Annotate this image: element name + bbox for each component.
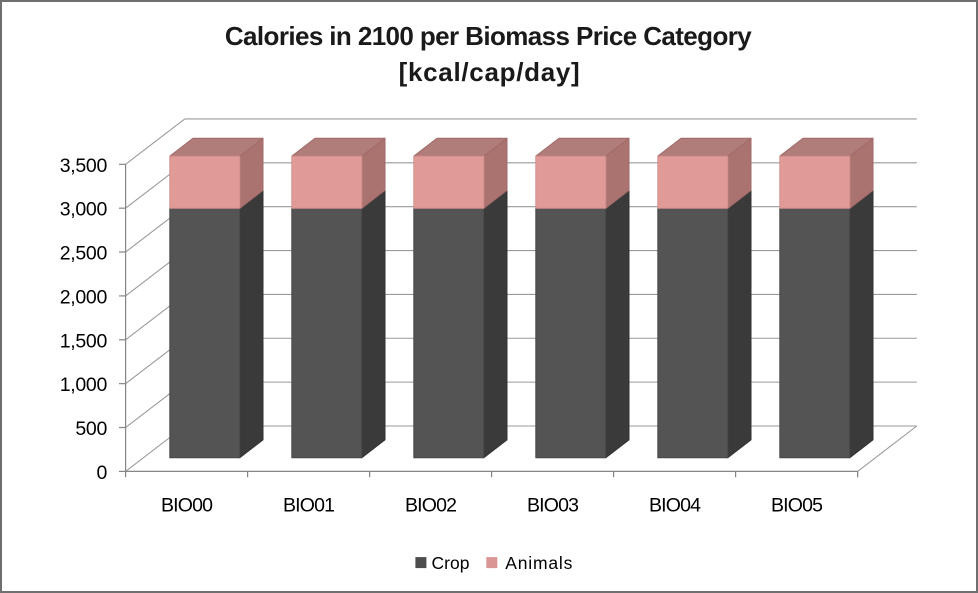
svg-text:2,500: 2,500 [60,243,108,265]
svg-text:3,000: 3,000 [60,199,108,221]
svg-text:Animals: Animals [505,553,573,573]
svg-text:BIO00: BIO00 [161,494,213,516]
svg-text:1,500: 1,500 [60,330,108,352]
svg-text:0: 0 [96,462,107,484]
svg-text:3,500: 3,500 [60,155,108,177]
svg-text:BIO05: BIO05 [771,494,823,516]
svg-text:Calories in 2100 per Biomass P: Calories in 2100 per Biomass Price Categ… [225,21,752,51]
svg-text:1,000: 1,000 [60,374,108,396]
svg-text:BIO02: BIO02 [405,494,456,516]
svg-text:BIO03: BIO03 [527,494,578,516]
svg-text:2,000: 2,000 [60,286,108,308]
svg-text:500: 500 [75,418,107,440]
svg-text:[kcal/cap/day]: [kcal/cap/day] [399,57,581,87]
svg-text:BIO04: BIO04 [649,494,701,516]
svg-text:Crop: Crop [432,553,470,573]
svg-text:BIO01: BIO01 [283,494,334,516]
